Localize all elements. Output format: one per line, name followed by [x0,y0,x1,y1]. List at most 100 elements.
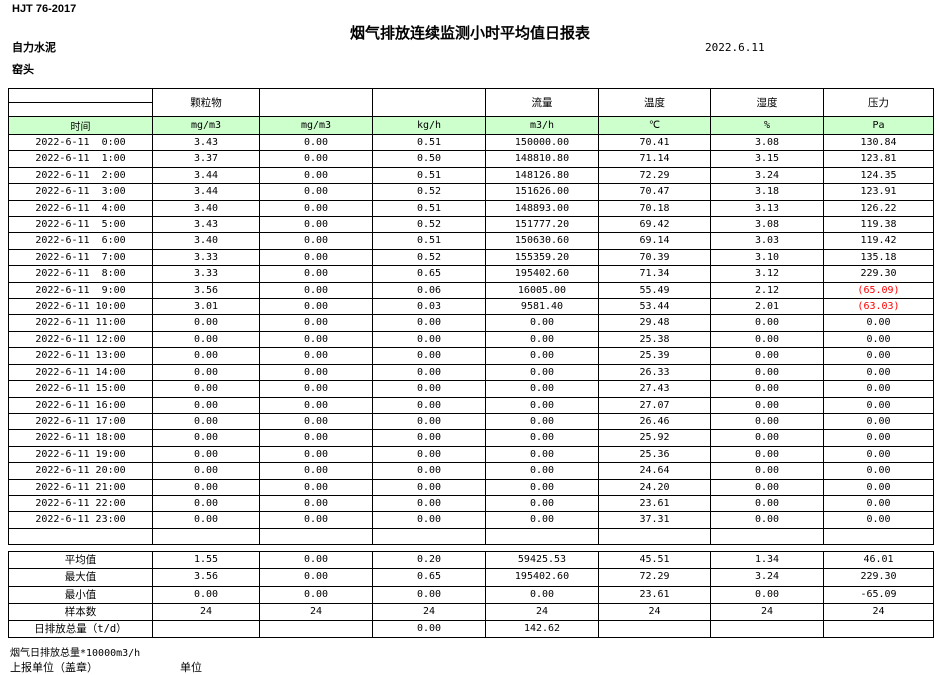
cell [259,619,373,639]
cell: 2022-6-11 13:00 [8,347,153,365]
cell: 0.00 [710,511,824,529]
cell: 0.00 [372,380,486,398]
cell: 0.00 [259,150,373,168]
cell: 2022-6-11 2:00 [8,166,153,185]
cell: 53.44 [598,298,711,316]
cell: 0.52 [372,248,486,267]
cell: 0.00 [259,133,373,152]
table-row: 日排放总量（t/d） 0.00 142.62 [8,619,934,639]
cell: 3.12 [710,265,824,283]
cell: 0.00 [259,314,373,332]
cell: 229.30 [823,265,934,283]
cell: 0.00 [823,478,934,496]
table-row: 2022-6-11 16:00 0.00 0.00 0.00 0.00 27.07 0.00… [8,396,934,414]
table-row: 平均值 1.55 0.00 0.20 59425.53 45.51 1.34 46.01 [8,551,934,570]
cell: 3.18 [710,183,824,201]
cell: 2022-6-11 14:00 [8,363,153,382]
header-col-blank-1 [259,88,373,117]
cell: 151777.20 [485,216,599,234]
cell: 0.00 [152,363,260,382]
cell: 24 [372,602,486,621]
cell: 3.01 [152,298,260,316]
cell: 0.06 [372,281,486,300]
cell: 0.00 [152,429,260,447]
cell: 0.00 [259,216,373,234]
cell: 0.00 [259,363,373,382]
summary-table: 平均值 1.55 0.00 0.20 59425.53 45.51 1.34 46.01 最大值… [8,551,934,639]
cell: 119.42 [823,232,934,250]
cell: 24 [259,602,373,621]
cell: 0.00 [710,585,824,604]
cell: 0.00 [372,445,486,464]
cell: 0.00 [259,330,373,349]
cell: 148810.80 [485,150,599,168]
cell: 71.34 [598,265,711,283]
reporting-unit-label: 上报单位（盖章） [10,661,98,674]
cell: 2022-6-11 8:00 [8,265,153,283]
cell: 0.51 [372,133,486,152]
cell: 0.65 [372,568,486,587]
cell: 平均值 [8,551,153,570]
cell: 27.07 [598,396,711,414]
cell: 229.30 [823,568,934,587]
cell: 0.00 [372,619,486,639]
table-row: 2022-6-11 5:00 3.43 0.00 0.52 151777.20 69.42… [8,216,934,234]
header-col-flow: 流量 [485,88,599,117]
cell: 148126.80 [485,166,599,185]
cell: 0.00 [372,462,486,480]
table-row: 2022-6-11 14:00 0.00 0.00 0.00 0.00 26.33 0.00… [8,363,934,382]
cell: 69.14 [598,232,711,250]
cell: 0.00 [823,511,934,529]
cell: 0.00 [259,445,373,464]
empty-cell [485,527,599,546]
cell: 2022-6-11 4:00 [8,199,153,218]
table-row: 2022-6-11 0:00 3.43 0.00 0.51 150000.00 70.41… [8,133,934,152]
cell: 2022-6-11 10:00 [8,298,153,316]
cell: 2022-6-11 0:00 [8,133,153,152]
page-title: 烟气排放连续监测小时平均值日报表 [349,25,590,42]
cell: 150630.60 [485,232,599,250]
cell: 0.00 [372,363,486,382]
table-row: 2022-6-11 18:00 0.00 0.00 0.00 0.00 25.92 0.00… [8,429,934,447]
cell: 2022-6-11 19:00 [8,445,153,464]
cell: 9581.40 [485,298,599,316]
cell: 3.44 [152,166,260,185]
cell: 0.52 [372,183,486,201]
header-col-humidity: 湿度 [710,88,824,117]
units-pa: Pa [823,116,934,135]
cell: 70.41 [598,133,711,152]
units-percent: % [710,116,824,135]
cell: (65.09) [823,281,934,300]
monitoring-table: 颗粒物 流量 温度 湿度 压力 时间 mg/m3 mg/m3 kg/h m3/h… [8,88,934,546]
cell: 25.38 [598,330,711,349]
cell: 24 [598,602,711,621]
station-name: 窑头 [12,64,34,76]
cell: 0.00 [259,281,373,300]
cell: 45.51 [598,551,711,570]
cell [598,619,711,639]
cell: 0.00 [152,314,260,332]
cell: 142.62 [485,619,599,639]
table-row: 2022-6-11 7:00 3.33 0.00 0.52 155359.20 70.39… [8,248,934,267]
cell: 0.00 [259,199,373,218]
header-col-particulate: 颗粒物 [152,88,260,117]
cell: 70.39 [598,248,711,267]
cell: 0.00 [485,478,599,496]
empty-cell [152,527,260,546]
table-row: 2022-6-11 3:00 3.44 0.00 0.52 151626.00 70.47… [8,183,934,201]
cell: 2022-6-11 16:00 [8,396,153,414]
unit-label: 单位 [180,661,202,674]
cell: 130.84 [823,133,934,152]
doc-code: HJT 76-2017 [12,3,77,15]
cell: 日排放总量（t/d） [8,619,153,639]
header-blank-cell-2 [8,102,153,117]
cell: 0.00 [823,314,934,332]
table-row: 2022-6-11 23:00 0.00 0.00 0.00 0.00 37.31 0.00… [8,511,934,529]
cell: 0.00 [485,511,599,529]
cell [710,619,824,639]
cell: 0.00 [485,314,599,332]
cell: 2022-6-11 12:00 [8,330,153,349]
empty-cell [823,527,934,546]
cell: 0.00 [259,585,373,604]
empty-cell [598,527,711,546]
